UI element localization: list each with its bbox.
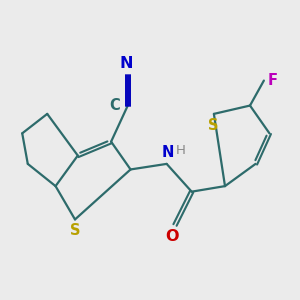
Text: N: N <box>162 145 174 160</box>
Text: S: S <box>70 223 81 238</box>
Text: F: F <box>267 73 277 88</box>
Text: H: H <box>176 144 185 157</box>
Text: N: N <box>120 56 134 70</box>
Text: C: C <box>109 98 120 113</box>
Text: S: S <box>208 118 218 133</box>
Text: O: O <box>165 229 178 244</box>
